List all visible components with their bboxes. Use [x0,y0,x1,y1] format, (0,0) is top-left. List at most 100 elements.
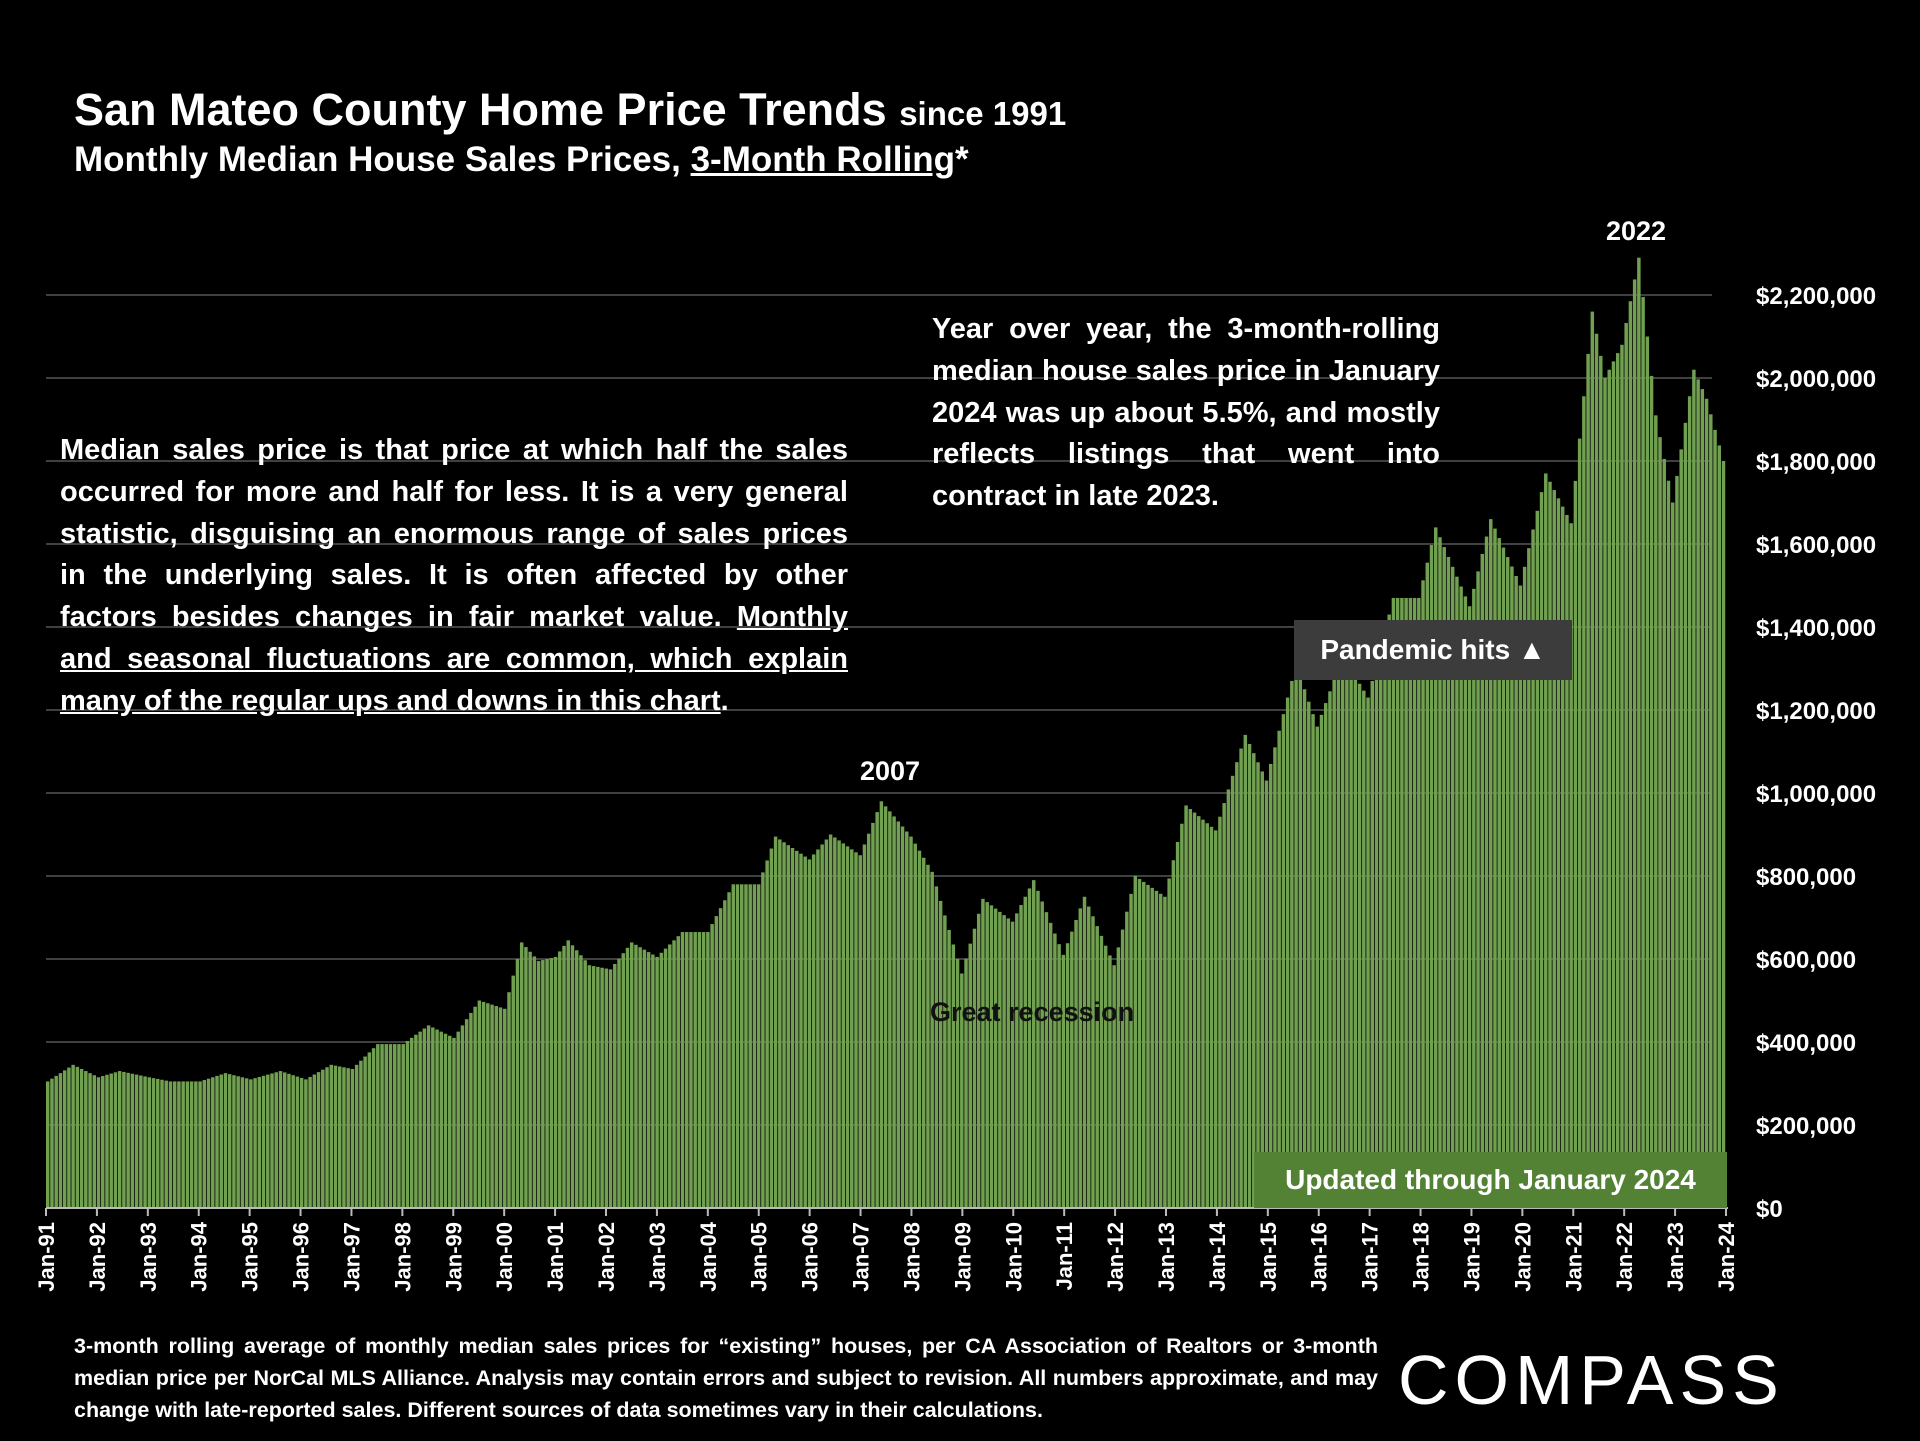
price-bar [536,961,541,1208]
x-tick-label: Jan-24 [1714,1221,1739,1291]
price-bar [1099,935,1104,1208]
price-bar [1133,876,1138,1208]
y-tick-label: $1,600,000 [1756,532,1876,559]
price-bar [1467,606,1472,1208]
price-bar [596,966,600,1208]
x-tick-label: Jan-91 [34,1222,59,1292]
price-bar [1505,557,1510,1208]
price-bar [1247,744,1252,1208]
price-bar [570,945,575,1208]
price-bar [1340,656,1345,1208]
x-tick-label: Jan-02 [594,1222,619,1292]
price-bar [295,1076,300,1208]
price-bar [668,944,672,1208]
price-bar [951,944,956,1208]
price-bar [1095,926,1099,1208]
price-bar [1535,510,1540,1208]
price-bar [134,1074,139,1208]
price-bar [1434,527,1438,1208]
price-bar [1158,893,1163,1208]
price-bar [824,839,829,1208]
price-bar [498,1007,503,1208]
price-bar [1374,664,1379,1208]
price-bar [1670,502,1675,1208]
price-bar [1704,398,1709,1208]
price-bar [1717,445,1722,1208]
price-bar [723,900,727,1208]
price-bar [84,1071,88,1208]
price-bar [371,1048,376,1208]
price-bar [1721,461,1726,1208]
price-bar [1455,576,1459,1208]
price-bar [1552,490,1556,1208]
x-tick-label: Jan-11 [1052,1222,1077,1291]
price-bar [892,816,896,1208]
x-tick-label: Jan-21 [1561,1222,1586,1292]
price-bar [689,932,693,1208]
price-bar [481,1001,486,1208]
price-bar [1658,437,1662,1208]
price-bar [651,954,655,1208]
price-bar [714,916,719,1208]
price-bar [1074,919,1078,1208]
price-bar [587,965,592,1208]
price-bar [930,871,934,1208]
x-tick-label: Jan-97 [339,1222,364,1292]
price-bar [1518,585,1523,1208]
price-bar [1175,841,1180,1208]
price-bar [532,956,537,1208]
price-bar [727,892,731,1208]
price-bar [452,1037,456,1208]
price-bar [866,833,871,1208]
price-bar [117,1071,122,1208]
price-bar [54,1075,58,1208]
price-bar [1620,344,1624,1208]
price-bar [143,1076,147,1208]
price-bar [985,902,989,1208]
x-tick-label: Jan-01 [543,1222,568,1292]
price-bar [769,848,774,1208]
price-bar [740,884,744,1208]
price-bar [900,826,905,1208]
footnote: 3-month rolling average of monthly media… [74,1334,1378,1422]
price-bar [393,1044,397,1208]
price-bar [291,1075,295,1208]
x-tick-label: Jan-03 [645,1222,670,1292]
price-bar [426,1025,431,1208]
price-bar [566,940,570,1208]
price-bar [1040,901,1044,1208]
price-bar [88,1073,92,1209]
price-bar [1628,301,1633,1209]
price-bar [1044,912,1049,1208]
y-tick-label: $400,000 [1756,1030,1856,1057]
price-bar [1053,933,1057,1208]
price-bar [1379,647,1383,1208]
price-bar [1209,826,1214,1208]
price-bar [807,859,812,1208]
price-bar [875,812,879,1208]
price-bar [862,844,867,1208]
price-bar [1666,480,1671,1209]
y-tick-label: $2,200,000 [1756,283,1876,310]
price-bar [1218,816,1222,1208]
price-bar [79,1068,84,1208]
price-bar [1036,890,1040,1208]
price-bar [1031,880,1036,1208]
price-bar [735,884,740,1208]
subtitle-rolling: 3-Month Rolling [690,140,955,179]
price-bar [58,1073,63,1209]
price-bar [837,840,841,1208]
price-bar [1586,353,1590,1208]
price-bar [109,1073,113,1208]
price-bar [401,1044,405,1208]
price-bar [1429,545,1434,1208]
price-bar [405,1040,410,1208]
price-bar [1163,896,1167,1208]
price-bar [549,957,554,1208]
price-bar [1565,514,1569,1208]
price-bar [642,949,647,1208]
price-bar [591,966,596,1208]
price-bar [1615,353,1620,1209]
y-tick-label: $1,400,000 [1756,615,1876,642]
price-bar [1391,597,1396,1208]
